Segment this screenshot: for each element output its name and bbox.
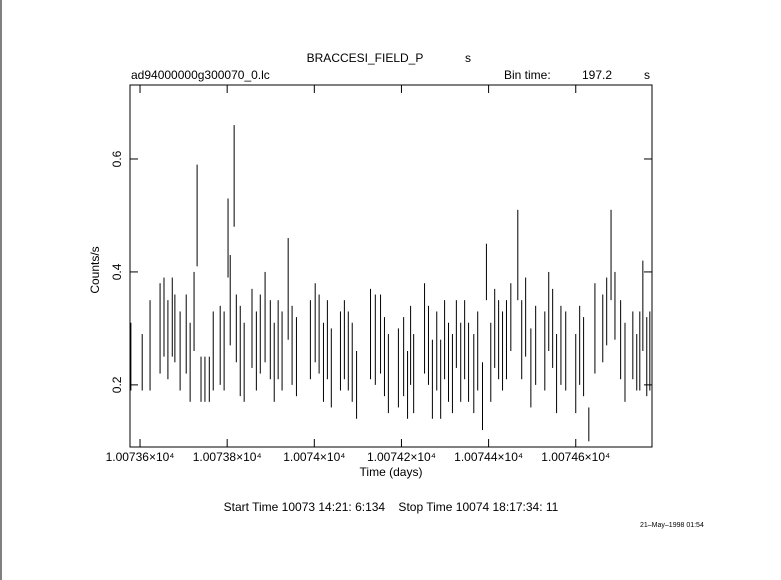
bin-time-label: Bin time: [504, 68, 551, 82]
y-axis-label: Counts/s [88, 246, 102, 293]
x-axis-label: Time (days) [360, 465, 423, 479]
chart-title: BRACCESI_FIELD_P [307, 51, 424, 65]
y-tick-label: 0.6 [110, 150, 124, 167]
x-tick-label: 1.00744×10⁴ [454, 450, 523, 464]
bin-time-unit: s [644, 68, 650, 82]
bin-time: 197.2 [582, 68, 612, 82]
x-tick-label: 1.00742×10⁴ [367, 450, 436, 464]
x-tick-label: 1.00746×10⁴ [541, 450, 610, 464]
plot-frame [129, 84, 653, 448]
y-tick-label: 0.2 [110, 376, 124, 393]
y-tick-label: 0.4 [110, 263, 124, 280]
x-tick-label: 1.00738×10⁴ [193, 450, 262, 464]
footer: Start Time 10073 14:21: 6:134 Stop Time … [224, 500, 559, 514]
file-name: ad94000000g300070_0.lc [131, 68, 270, 82]
date-stamp: 21–May–1998 01:54 [640, 522, 704, 529]
title-unit: s [465, 51, 471, 65]
x-tick-label: 1.00736×10⁴ [106, 450, 175, 464]
x-tick-label: 1.0074×10⁴ [283, 450, 345, 464]
